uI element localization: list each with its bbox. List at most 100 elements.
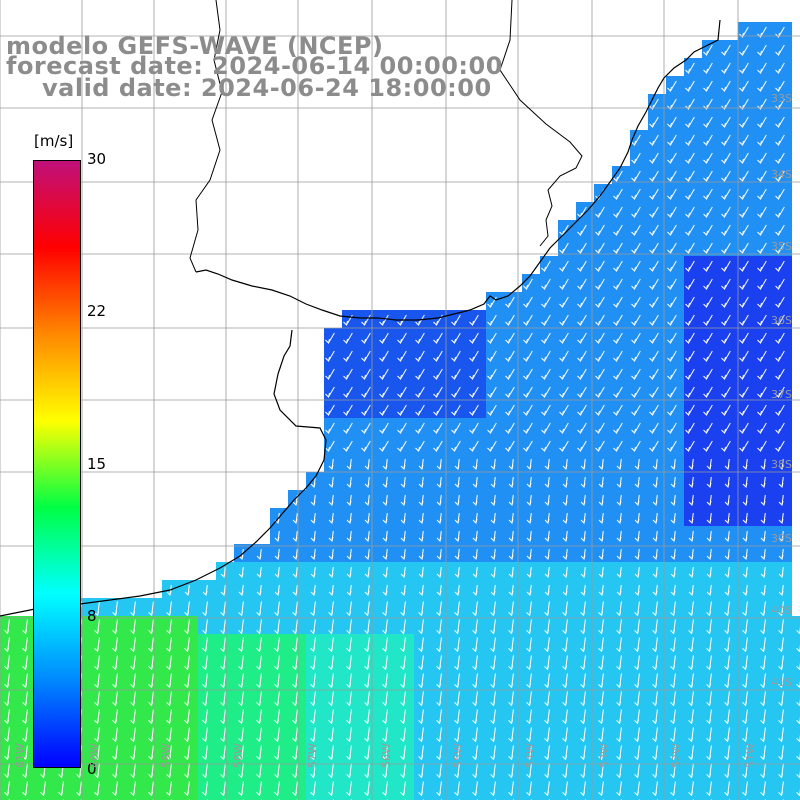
wind-arrow — [274, 655, 280, 671]
wind-arrow — [526, 727, 532, 743]
wind-cell — [630, 292, 648, 310]
wind-arrow — [631, 260, 641, 272]
wind-arrow — [649, 98, 659, 110]
wind-arrow — [112, 601, 118, 617]
wind-arrow — [598, 619, 604, 635]
wind-cell — [792, 724, 800, 742]
wind-arrow — [649, 224, 659, 236]
wind-cell — [594, 202, 612, 220]
wind-cell — [486, 796, 504, 800]
wind-arrow — [148, 727, 154, 743]
wind-arrow — [505, 296, 515, 308]
wind-arrow — [238, 709, 244, 725]
wind-arrow — [361, 368, 371, 380]
wind-arrow — [238, 745, 244, 761]
wind-cell — [432, 328, 450, 346]
wind-arrow — [454, 637, 460, 653]
wind-cell — [612, 274, 630, 292]
wind-cell — [648, 130, 666, 148]
wind-arrow — [631, 278, 641, 290]
wind-arrow — [760, 548, 766, 560]
wind-cell — [648, 418, 666, 436]
wind-arrow — [634, 619, 640, 635]
colorbar-tick-15: 15 — [87, 455, 107, 473]
wind-arrow — [721, 296, 731, 308]
wind-arrow — [490, 601, 496, 617]
wind-arrow — [649, 314, 659, 326]
wind-arrow — [310, 709, 316, 725]
wind-cell — [612, 238, 630, 256]
wind-arrow — [544, 494, 550, 506]
wind-cell — [90, 796, 108, 800]
wind-arrow — [670, 530, 676, 542]
wind-cell — [342, 310, 360, 328]
wind-arrow — [580, 637, 586, 653]
wind-arrow — [541, 404, 551, 416]
wind-cell — [396, 796, 414, 800]
wind-arrow — [559, 368, 569, 380]
wind-arrow — [613, 404, 623, 416]
wind-arrow — [274, 781, 280, 797]
wind-arrow — [415, 422, 425, 434]
wind-arrow — [184, 691, 190, 707]
wind-arrow — [436, 512, 442, 524]
wind-arrow — [382, 727, 388, 743]
wind-arrow — [616, 584, 622, 596]
wind-arrow — [379, 404, 389, 416]
wind-arrow — [184, 584, 190, 596]
wind-cell — [666, 256, 684, 274]
wind-arrow — [436, 637, 442, 653]
wind-cell — [684, 76, 702, 94]
wind-cell — [396, 364, 414, 382]
wind-arrow — [382, 566, 388, 578]
wind-arrow — [634, 601, 640, 617]
wind-arrow — [757, 404, 767, 416]
wind-cell — [738, 274, 756, 292]
wind-cell — [504, 796, 522, 800]
wind-arrow — [256, 763, 262, 779]
wind-arrow — [292, 745, 298, 761]
wind-arrow — [220, 566, 226, 578]
wind-arrow — [706, 781, 712, 797]
wind-arrow — [742, 512, 748, 524]
wind-cell — [648, 112, 666, 130]
wind-arrow — [739, 404, 749, 416]
wind-arrow — [757, 350, 767, 362]
wind-arrow — [508, 781, 514, 797]
wind-arrow — [562, 727, 568, 743]
wind-arrow — [526, 601, 532, 617]
wind-arrow — [739, 116, 749, 128]
wind-arrow — [775, 296, 785, 308]
wind-arrow — [292, 584, 298, 596]
wind-arrow — [379, 386, 389, 398]
wind-cell — [414, 436, 432, 454]
wind-arrow — [595, 242, 605, 254]
wind-arrow — [760, 763, 766, 779]
wind-arrow — [598, 709, 604, 725]
wind-arrow — [130, 745, 136, 761]
wind-arrow — [652, 584, 658, 596]
wind-arrow — [526, 655, 532, 671]
wind-arrow — [541, 422, 551, 434]
wind-arrow — [706, 745, 712, 761]
wind-cell — [198, 796, 216, 800]
wind-arrow — [382, 530, 388, 542]
wind-arrow — [544, 727, 550, 743]
wind-arrow — [292, 619, 298, 635]
wind-arrow — [706, 601, 712, 617]
wind-arrow — [631, 332, 641, 344]
wind-cell — [432, 382, 450, 400]
wind-arrow — [544, 709, 550, 725]
wind-cell — [576, 238, 594, 256]
lat-label: 34S — [771, 168, 792, 181]
wind-arrow — [364, 601, 370, 617]
wind-arrow — [166, 655, 172, 671]
wind-arrow — [742, 530, 748, 542]
wind-arrow — [487, 404, 497, 416]
wind-cell — [756, 796, 774, 800]
wind-arrow — [775, 206, 785, 218]
wind-cell — [720, 292, 738, 310]
wind-cell — [504, 292, 522, 310]
wind-arrow — [346, 601, 352, 617]
wind-cell — [558, 382, 576, 400]
